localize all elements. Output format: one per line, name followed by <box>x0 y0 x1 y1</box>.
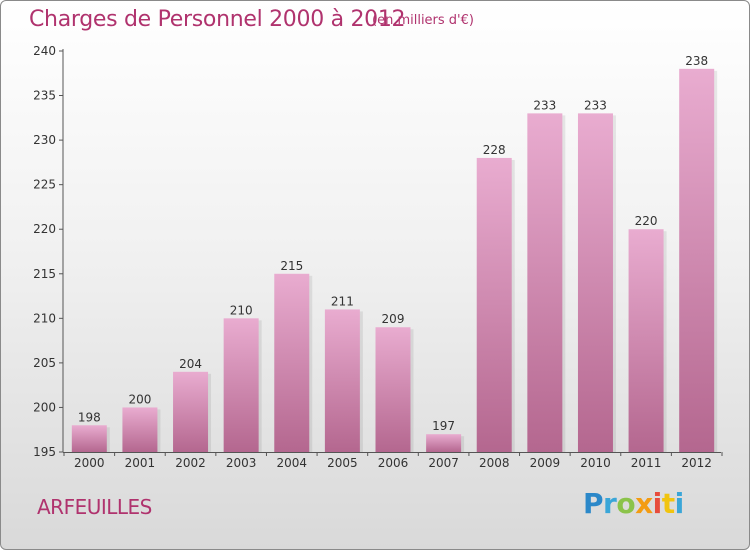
y-tick-label-195: 195 <box>33 445 56 459</box>
value-label-2009: 233 <box>533 98 556 112</box>
bar-2010 <box>577 113 613 452</box>
chart-subtitle: (en milliers d'€) <box>372 13 474 28</box>
bar-2002 <box>173 371 209 452</box>
bar-2006 <box>375 327 411 452</box>
bar-2000 <box>71 425 107 452</box>
x-tick-label-2001: 2001 <box>125 456 156 470</box>
value-label-2003: 210 <box>230 303 253 317</box>
bar-2005 <box>324 309 360 452</box>
value-label-2005: 211 <box>331 294 354 308</box>
place-name: ARFEUILLES <box>37 495 152 519</box>
y-tick-label-220: 220 <box>33 222 56 236</box>
value-label-2000: 198 <box>78 410 101 424</box>
y-tick-label-200: 200 <box>33 400 56 414</box>
x-tick-label-2004: 2004 <box>276 456 307 470</box>
value-label-2011: 220 <box>635 214 658 228</box>
bar-2004 <box>274 273 310 452</box>
x-tick-label-2003: 2003 <box>226 456 257 470</box>
bar-2007 <box>426 434 462 452</box>
value-label-2006: 209 <box>382 312 405 326</box>
x-tick-label-2009: 2009 <box>530 456 561 470</box>
value-label-2007: 197 <box>432 419 455 433</box>
value-label-2001: 200 <box>128 392 151 406</box>
x-tick-label-2005: 2005 <box>327 456 358 470</box>
bar-2011 <box>628 229 664 452</box>
value-label-2008: 228 <box>483 143 506 157</box>
x-tick-label-2002: 2002 <box>175 456 206 470</box>
bar-2001 <box>122 407 158 452</box>
bar-2008 <box>476 157 512 452</box>
x-tick-label-2012: 2012 <box>681 456 712 470</box>
proxiti-logo[interactable]: Proxiti <box>583 487 684 520</box>
y-tick-label-210: 210 <box>33 311 56 325</box>
value-label-2002: 204 <box>179 357 202 371</box>
bar-2012 <box>679 68 715 453</box>
value-label-2010: 233 <box>584 98 607 112</box>
value-label-2004: 215 <box>280 259 303 273</box>
y-tick-label-225: 225 <box>33 178 56 192</box>
y-tick-label-240: 240 <box>33 44 56 58</box>
x-tick-label-2011: 2011 <box>631 456 662 470</box>
chart-title: Charges de Personnel 2000 à 2012 <box>29 7 406 32</box>
x-tick-label-2000: 2000 <box>74 456 105 470</box>
value-label-2012: 238 <box>685 54 708 68</box>
x-tick-label-2007: 2007 <box>428 456 459 470</box>
x-tick-label-2010: 2010 <box>580 456 611 470</box>
x-tick-label-2008: 2008 <box>479 456 510 470</box>
y-tick-label-235: 235 <box>33 89 56 103</box>
bar-2003 <box>223 318 259 452</box>
y-tick-label-205: 205 <box>33 356 56 370</box>
y-tick-label-215: 215 <box>33 267 56 281</box>
y-tick-label-230: 230 <box>33 133 56 147</box>
bar-2009 <box>527 113 563 452</box>
x-tick-label-2006: 2006 <box>378 456 409 470</box>
